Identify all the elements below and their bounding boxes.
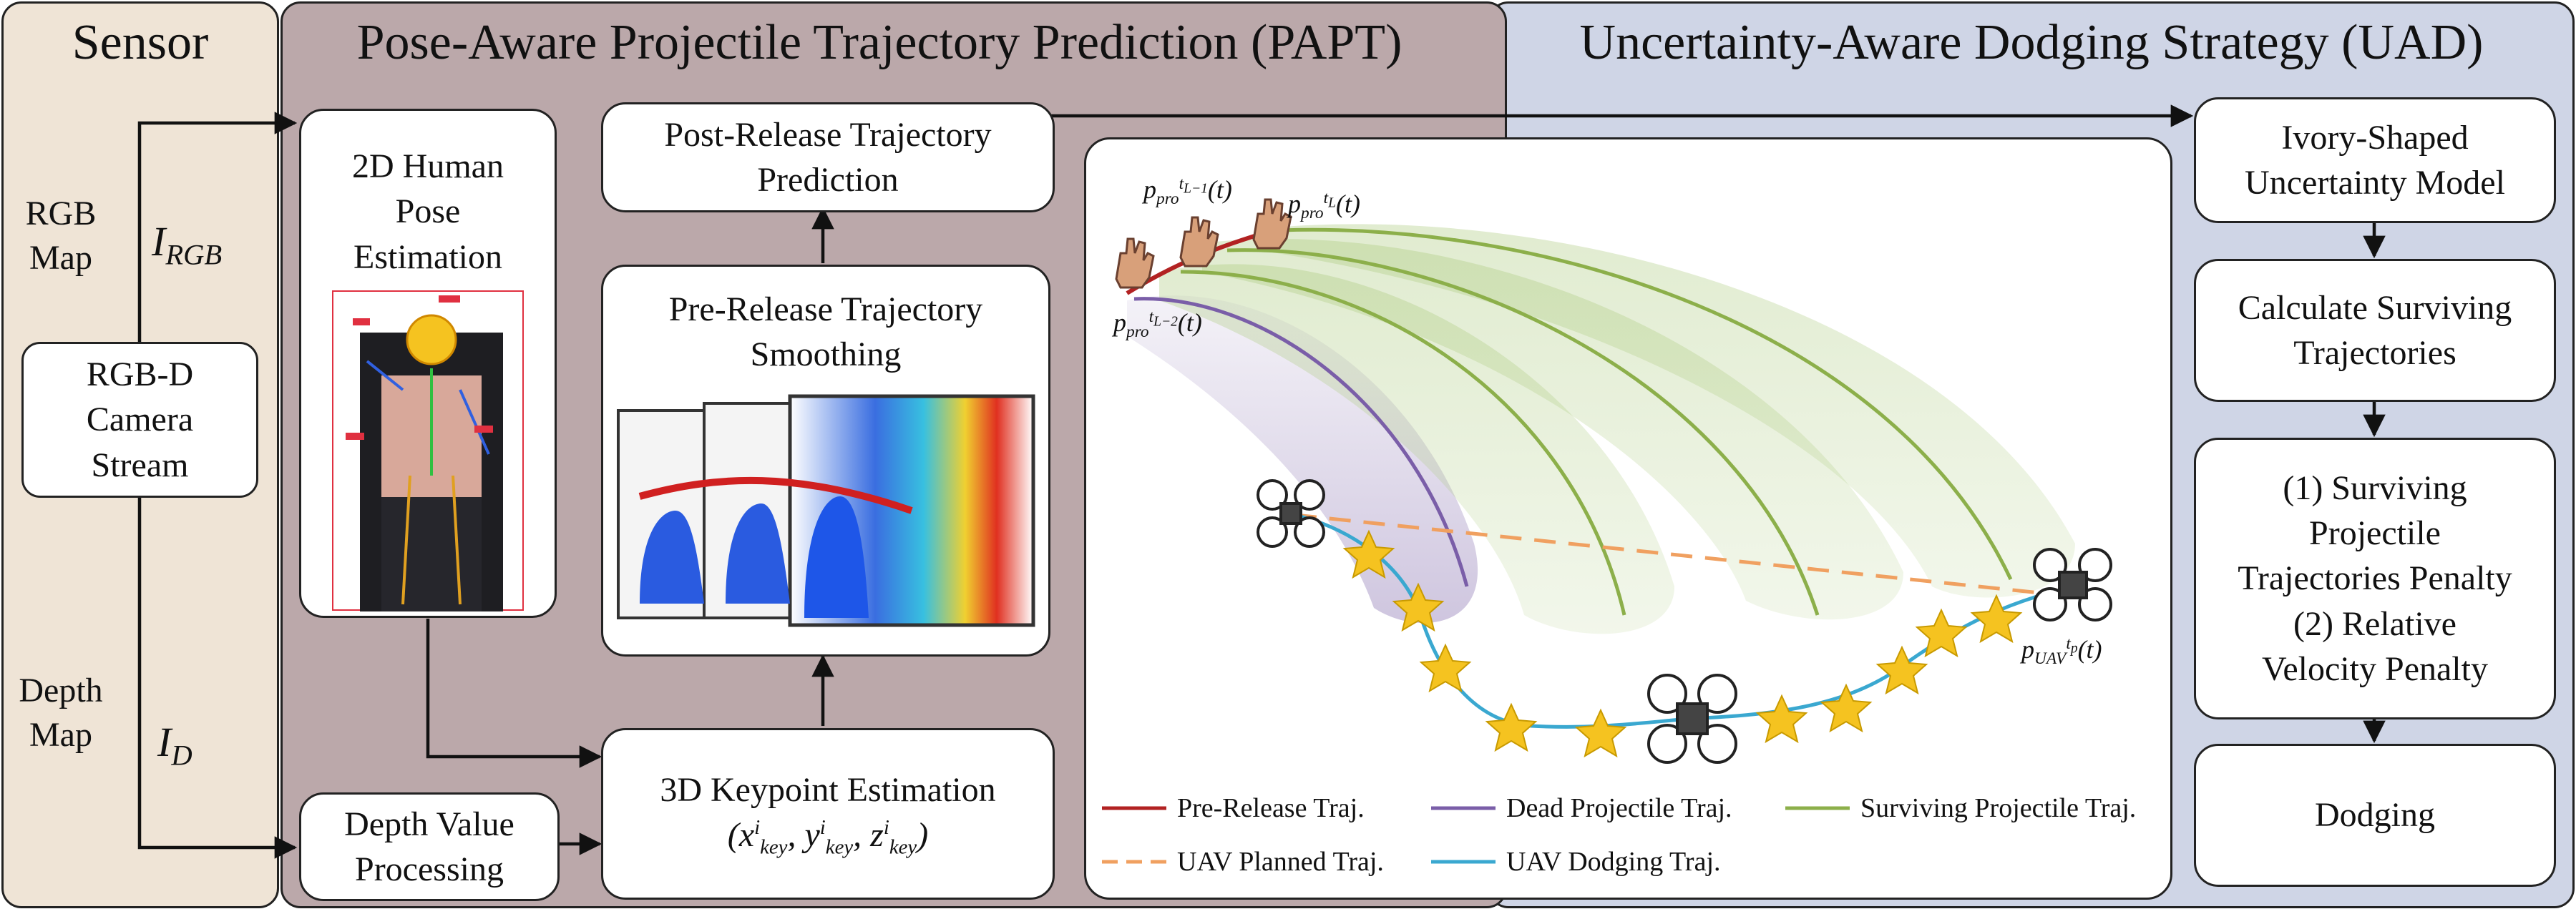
- pose-estimation-box: 2D Human Pose Estimation: [299, 109, 557, 618]
- drone-start: [1257, 479, 1325, 548]
- waypoint-star: [1755, 694, 1808, 744]
- i-rgb-symbol: IRGB: [152, 218, 223, 271]
- keypoint-formula: (xikey, yikey, zikey): [727, 815, 929, 859]
- human-pose-image: [332, 290, 524, 612]
- arrow-camera-to-pose: [137, 112, 298, 343]
- dodging-box: Dodging: [2194, 744, 2556, 887]
- keypoint-estimation-box: 3D Keypoint Estimation (xikey, yikey, zi…: [601, 728, 1055, 900]
- ivory-uncertainty-model-box: Ivory-Shaped Uncertainty Model: [2194, 97, 2556, 223]
- drone-middle: [1647, 674, 1737, 764]
- waypoint-star: [1392, 582, 1445, 632]
- waypoint-star: [1820, 683, 1873, 733]
- legend-dodging: UAV Dodging Traj.: [1506, 847, 1721, 877]
- p-tL2-label: pprotL−2(t): [1113, 308, 1202, 342]
- rgbd-camera-stream-box: RGB-D Camera Stream: [21, 342, 258, 498]
- legend-pre-release: Pre-Release Traj.: [1177, 793, 1365, 823]
- waypoint-star: [1875, 645, 1928, 695]
- i-d-symbol: ID: [157, 719, 192, 772]
- surviving-uncertainty-region-2: [1202, 238, 1903, 620]
- surviving-projectile-trajectory-3: [1280, 227, 2013, 581]
- depth-value-processing-box: Depth Value Processing: [299, 792, 560, 901]
- post-release-prediction-box: Post-Release Trajectory Prediction: [601, 102, 1055, 212]
- hand-icon: [1252, 198, 1292, 250]
- surviving-projectile-trajectory-2: [1226, 248, 1820, 616]
- p-tL-label: pprotL(t): [1288, 189, 1360, 223]
- surviving-projectile-trajectory-1: [1180, 270, 1626, 616]
- uad-panel-title: Uncertainty-Aware Dodging Strategy (UAD): [1579, 15, 2484, 70]
- surviving-uncertainty-region-3: [1259, 224, 2075, 598]
- papt-panel-title: Pose-Aware Projectile Trajectory Predict…: [356, 15, 1402, 70]
- depth-map-label: Depth Map: [19, 672, 103, 755]
- calculate-surviving-box: Calculate Surviving Trajectories: [2194, 259, 2556, 402]
- dead-projectile-trajectory: [1133, 297, 1469, 587]
- waypoint-star: [1419, 643, 1472, 693]
- arrow-pose-to-keypoint: [426, 619, 602, 768]
- waypoint-star: [1342, 529, 1395, 579]
- waypoint-star: [1485, 702, 1538, 752]
- rgb-map-label: RGB Map: [25, 195, 97, 277]
- uav-planned-trajectory: [1294, 513, 2047, 596]
- pre-release-smoothing-box: Pre-Release Trajectory Smoothing: [601, 265, 1050, 657]
- legend-surviving: Surviving Projectile Traj.: [1860, 793, 2137, 823]
- waypoint-star: [1970, 594, 2023, 644]
- arrow-camera-to-depth: [137, 495, 298, 859]
- penalty-box: (1) Surviving Projectile Trajectories Pena…: [2194, 438, 2556, 719]
- legend-dead: Dead Projectile Traj.: [1506, 793, 1732, 823]
- hand-icon: [1179, 216, 1219, 267]
- dead-uncertainty-region: [1127, 295, 1478, 624]
- p-tL1-label: pprotL−1(t): [1143, 175, 1232, 209]
- waypoint-star: [1574, 708, 1627, 758]
- hand-icon: [1115, 237, 1155, 289]
- p-uav-label: pUAVtp(t): [2021, 634, 2102, 669]
- drone-end: [2033, 548, 2112, 621]
- legend-planned: UAV Planned Traj.: [1177, 847, 1384, 877]
- depth-image-stack: [617, 394, 1035, 627]
- sensor-panel-title: Sensor: [72, 15, 209, 70]
- waypoint-star: [1915, 608, 1968, 658]
